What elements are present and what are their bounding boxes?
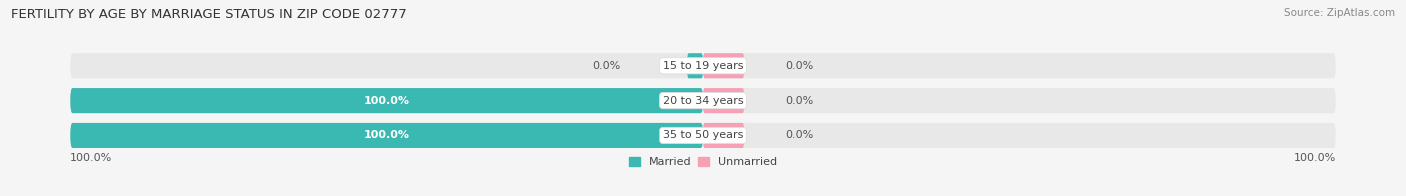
FancyBboxPatch shape (703, 123, 1336, 148)
Text: 100.0%: 100.0% (1294, 153, 1336, 163)
FancyBboxPatch shape (703, 53, 744, 78)
Text: 35 to 50 years: 35 to 50 years (662, 131, 744, 141)
Text: 0.0%: 0.0% (592, 61, 621, 71)
Text: 100.0%: 100.0% (70, 153, 112, 163)
Text: FERTILITY BY AGE BY MARRIAGE STATUS IN ZIP CODE 02777: FERTILITY BY AGE BY MARRIAGE STATUS IN Z… (11, 8, 406, 21)
FancyBboxPatch shape (688, 53, 703, 78)
FancyBboxPatch shape (703, 123, 744, 148)
FancyBboxPatch shape (70, 88, 703, 113)
FancyBboxPatch shape (70, 123, 703, 148)
FancyBboxPatch shape (70, 53, 703, 78)
Text: 15 to 19 years: 15 to 19 years (662, 61, 744, 71)
Text: 0.0%: 0.0% (785, 131, 814, 141)
FancyBboxPatch shape (70, 123, 703, 148)
Text: Source: ZipAtlas.com: Source: ZipAtlas.com (1284, 8, 1395, 18)
Text: 0.0%: 0.0% (785, 96, 814, 106)
FancyBboxPatch shape (70, 88, 703, 113)
FancyBboxPatch shape (703, 88, 744, 113)
FancyBboxPatch shape (703, 88, 1336, 113)
Text: 0.0%: 0.0% (785, 61, 814, 71)
Text: 100.0%: 100.0% (364, 96, 409, 106)
Legend: Married, Unmarried: Married, Unmarried (628, 157, 778, 167)
Text: 20 to 34 years: 20 to 34 years (662, 96, 744, 106)
Text: 100.0%: 100.0% (364, 131, 409, 141)
FancyBboxPatch shape (703, 53, 1336, 78)
